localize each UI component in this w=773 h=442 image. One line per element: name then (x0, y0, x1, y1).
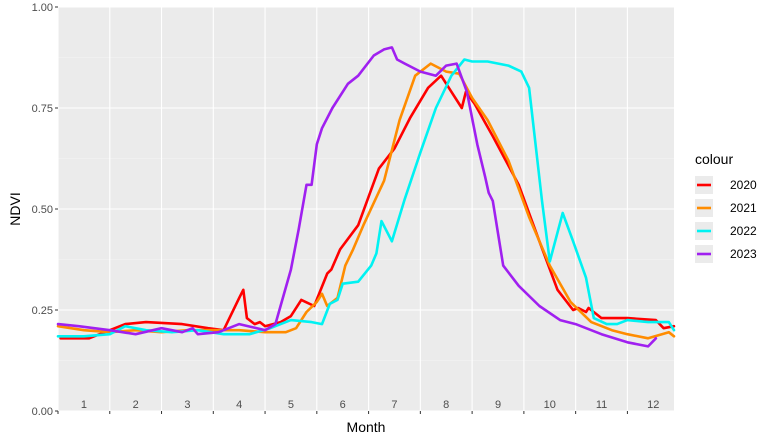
y-tick-label: 0.25 (32, 305, 53, 317)
legend-title: colour (695, 151, 733, 167)
x-category-label: 12 (647, 399, 659, 411)
x-category-label: 1 (81, 399, 87, 411)
legend-label-2021: 2021 (730, 201, 757, 215)
minor-gridlines (58, 57, 674, 361)
y-tick-label: 0.75 (32, 103, 53, 115)
y-tick-label: 1.00 (32, 2, 53, 14)
series-line-2023 (56, 46, 658, 348)
y-axis-title: NDVI (7, 192, 23, 225)
legend-label-2020: 2020 (730, 178, 757, 192)
x-category-label: 6 (340, 399, 346, 411)
x-axis-title: Month (347, 419, 386, 435)
x-category-label: 4 (236, 399, 242, 411)
x-category-label: 10 (544, 399, 556, 411)
series-lines (56, 46, 676, 348)
x-category-label: 7 (391, 399, 397, 411)
y-tick-label: 0.50 (32, 204, 53, 216)
x-category-label: 11 (596, 399, 607, 411)
series-line-2021 (56, 62, 676, 340)
x-category-label: 8 (443, 399, 449, 411)
series-line-2022 (56, 58, 676, 338)
x-category-label: 2 (133, 399, 139, 411)
x-category-label: 9 (495, 399, 501, 411)
legend-label-2023: 2023 (730, 247, 757, 261)
y-axis: 0.00 0.25 0.50 0.75 1.00 (32, 2, 58, 418)
x-category-label: 5 (288, 399, 294, 411)
legend-label-2022: 2022 (730, 224, 757, 238)
x-axis: 1 2 3 4 5 6 7 8 9 10 11 12 (57, 399, 659, 414)
x-category-label: 3 (184, 399, 190, 411)
legend: colour 2020 2021 2022 2023 (695, 151, 757, 263)
y-tick-label: 0.00 (32, 406, 53, 418)
